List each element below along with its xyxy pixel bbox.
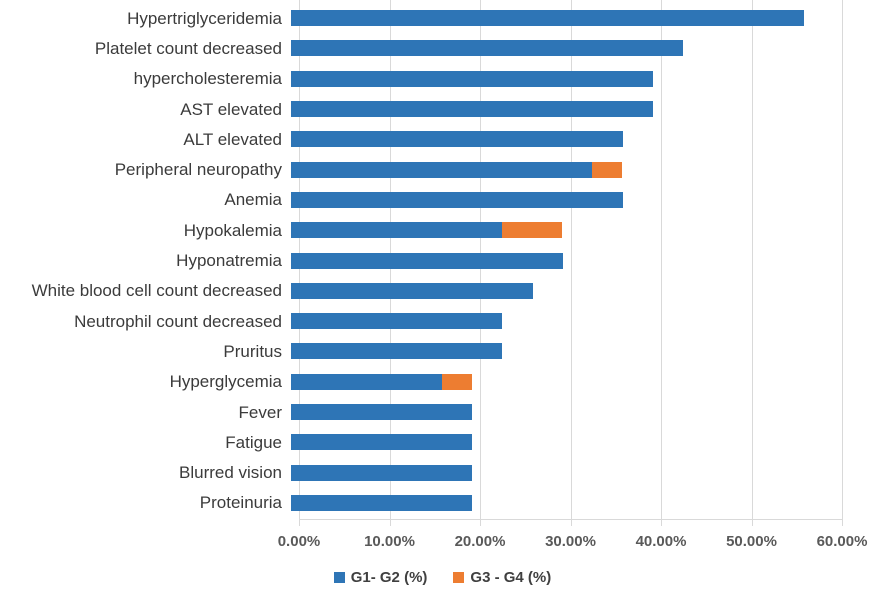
legend: G1- G2 (%) G3 - G4 (%) — [0, 569, 885, 586]
bar-row: Fever — [0, 397, 885, 427]
category-label: ALT elevated — [183, 129, 282, 149]
category-label: Hyperglycemia — [169, 372, 282, 392]
legend-item-g1-g2: G1- G2 (%) — [333, 569, 428, 586]
category-label: White blood cell count decreased — [31, 281, 282, 301]
bar-row: hypercholesteremia — [0, 64, 885, 94]
bar-row: White blood cell count decreased — [0, 276, 885, 306]
bar-track — [291, 313, 834, 330]
category-label: Proteinuria — [199, 493, 282, 513]
bar-track — [291, 343, 834, 360]
bar-rows: Hypertriglyceridemia Platelet count decre… — [0, 3, 885, 518]
bar-row: Hypertriglyceridemia — [0, 3, 885, 33]
bar-row: ALT elevated — [0, 124, 885, 154]
category-label: Hypertriglyceridemia — [127, 8, 282, 28]
category-label: Peripheral neuropathy — [114, 160, 282, 180]
bar-row: Hypokalemia — [0, 215, 885, 245]
bar-segment-g1-g2 — [291, 191, 624, 208]
bar-segment-g1-g2 — [291, 313, 502, 330]
x-tick-label: 50.00% — [726, 533, 777, 550]
bar-track — [291, 434, 834, 451]
bar-segment-g1-g2 — [291, 161, 593, 178]
category-label: Neutrophil count decreased — [74, 311, 282, 331]
bar-row: AST elevated — [0, 94, 885, 124]
bar-track — [291, 464, 834, 481]
bar-row: Hyponatremia — [0, 245, 885, 275]
bar-segment-g1-g2 — [291, 343, 502, 360]
category-label: Fatigue — [225, 432, 282, 452]
bar-segment-g3-g4 — [501, 222, 563, 239]
bar-track — [291, 131, 834, 148]
bar-row: Neutrophil count decreased — [0, 306, 885, 336]
bar-row: Pruritus — [0, 336, 885, 366]
bar-segment-g3-g4 — [592, 161, 623, 178]
category-label: hypercholesteremia — [133, 69, 282, 89]
bar-track — [291, 70, 834, 87]
bar-row: Blurred vision — [0, 457, 885, 487]
bar-segment-g1-g2 — [291, 373, 443, 390]
bar-segment-g3-g4 — [442, 373, 472, 390]
category-label: Blurred vision — [179, 463, 282, 483]
bar-row: Anemia — [0, 185, 885, 215]
bar-track — [291, 40, 834, 57]
bar-segment-g1-g2 — [291, 464, 472, 481]
bar-segment-g1-g2 — [291, 434, 472, 451]
bar-segment-g1-g2 — [291, 40, 683, 57]
bar-segment-g1-g2 — [291, 282, 533, 299]
x-axis-line — [299, 519, 842, 520]
bar-segment-g1-g2 — [291, 70, 653, 87]
x-tick-label: 40.00% — [635, 533, 687, 550]
bar-track — [291, 373, 834, 390]
bar-track — [291, 161, 834, 178]
bar-track — [291, 101, 834, 118]
category-label: Hypokalemia — [183, 220, 282, 240]
bar-segment-g1-g2 — [291, 222, 502, 239]
x-tick-label: 20.00% — [454, 533, 506, 550]
bar-row: Hyperglycemia — [0, 367, 885, 397]
category-label: Platelet count decreased — [94, 38, 282, 58]
bar-segment-g1-g2 — [291, 252, 563, 269]
bar-track — [291, 222, 834, 239]
legend-label: G1- G2 (%) — [350, 569, 428, 586]
bar-row: Platelet count decreased — [0, 33, 885, 63]
bar-segment-g1-g2 — [291, 131, 624, 148]
bar-segment-g1-g2 — [291, 101, 653, 118]
category-label: Pruritus — [223, 341, 282, 361]
x-tick-label: 0.00% — [277, 533, 321, 550]
bar-track — [291, 494, 834, 511]
category-label: Fever — [238, 402, 282, 422]
x-axis: 0.00% 10.00% 20.00% 30.00% 40.00% 50.00% 60.00… — [0, 533, 885, 559]
bar-track — [291, 191, 834, 208]
plot-area: Hypertriglyceridemia Platelet count decre… — [0, 0, 885, 527]
bar-row: Peripheral neuropathy — [0, 154, 885, 184]
x-tick-label: 60.00% — [816, 533, 868, 550]
x-tick-label: 10.00% — [364, 533, 415, 550]
category-label: AST elevated — [180, 99, 282, 119]
x-tick-label: 30.00% — [545, 533, 596, 550]
bar-row: Fatigue — [0, 427, 885, 457]
legend-swatch-icon — [333, 572, 345, 583]
bar-segment-g1-g2 — [291, 404, 472, 420]
bar-track — [291, 10, 834, 27]
bar-track — [291, 282, 834, 299]
legend-label: G3 - G4 (%) — [470, 569, 552, 586]
bar-track — [291, 252, 834, 269]
category-label: Anemia — [224, 190, 282, 210]
bar-segment-g1-g2 — [291, 494, 472, 511]
legend-swatch-icon — [453, 572, 465, 583]
bar-row: Proteinuria — [0, 488, 885, 518]
legend-item-g3-g4: G3 - G4 (%) — [453, 569, 551, 586]
bar-segment-g1-g2 — [291, 10, 805, 27]
bar-track — [291, 404, 834, 420]
category-label: Hyponatremia — [176, 251, 282, 271]
